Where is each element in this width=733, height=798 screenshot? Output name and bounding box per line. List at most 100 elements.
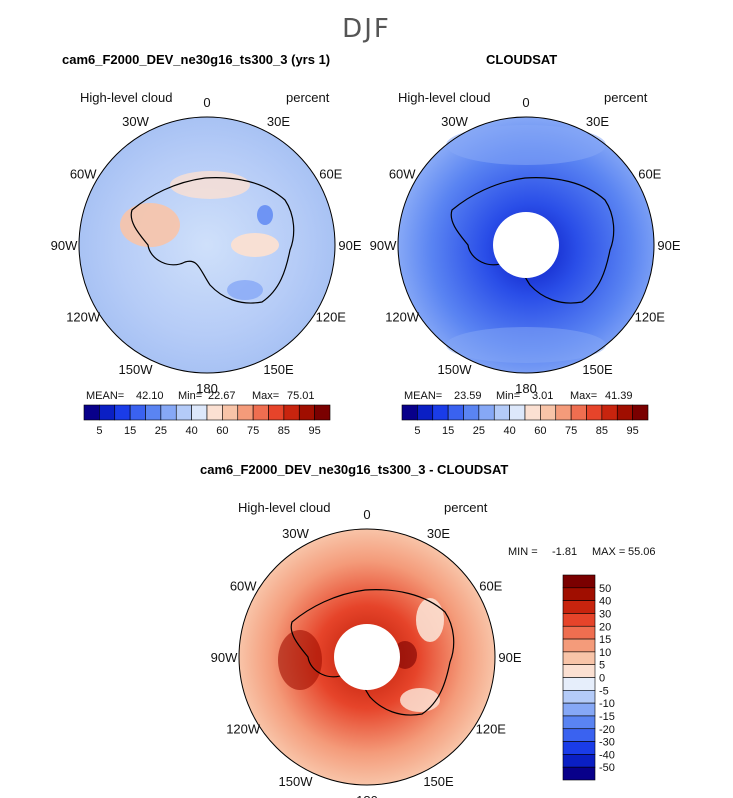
panel-1-lon-label: 120W — [66, 310, 101, 325]
panel-3-hot-patch-west — [278, 630, 322, 690]
panel-3-lon-label: 60W — [230, 579, 257, 594]
panel-2-colorbar-label: 60 — [534, 425, 546, 437]
panel-1-lon-label: 150E — [263, 362, 294, 377]
panel-2-colorbar-cell — [555, 404, 572, 421]
panel-3-colorbar-label: 15 — [599, 634, 611, 646]
panel-1-colorbar-cell — [268, 404, 285, 421]
panel-1-colorbar-cell — [237, 404, 254, 421]
panel-1-mean-label: MEAN= — [86, 390, 125, 402]
panel-1-disc — [79, 117, 335, 373]
panel-3-coastline — [290, 589, 455, 716]
panel-3-colorbar-label: 20 — [599, 621, 611, 633]
panel-3-colorbar-cell — [562, 587, 596, 601]
panel-3-lon-label: 120W — [226, 722, 261, 737]
panel-2-lon-label: 90E — [657, 238, 680, 253]
panel-1-colorbar-label: 60 — [216, 425, 228, 437]
panel-3-colorbar-label: 40 — [599, 596, 611, 608]
panel-2-lon-label: 60W — [389, 167, 416, 182]
panel-1-colorbar-cell — [252, 404, 269, 421]
panel-1-lon-label: 120E — [316, 310, 347, 325]
panel-3-title: cam6_F2000_DEV_ne30g16_ts300_3 - CLOUDSA… — [200, 462, 509, 477]
panel-2-colorbar-cell — [417, 404, 434, 421]
panel-2-colorbar-cell — [463, 404, 480, 421]
panel-1-warm-patch-west — [120, 203, 180, 247]
panel-1-lon-label: 30E — [267, 114, 290, 129]
panel-3-light-patch-ne — [416, 598, 444, 642]
panel-2-light-band-north — [446, 125, 606, 165]
panel-2-lon-label: 90W — [370, 238, 397, 253]
panel-2-lon-label: 150W — [438, 362, 473, 377]
panel-3-lon-label: 30E — [427, 526, 450, 541]
panel-1-colorbar-cell — [206, 404, 223, 421]
panel-2-lon-label: 60E — [638, 167, 661, 182]
panel-2-map — [397, 116, 655, 374]
panel-3-colorbar-cell — [562, 677, 596, 691]
panel-2-colorbar-cell — [570, 404, 587, 421]
panel-2-mean-label: MEAN= — [404, 390, 443, 402]
panel-1-map — [78, 116, 336, 374]
panel-1-lon-label: 90W — [51, 238, 78, 253]
panel-2-colorbar-cell — [509, 404, 526, 421]
panel-1-colorbar-label: 95 — [308, 425, 320, 437]
panel-1-colorbar-cell — [298, 404, 315, 421]
panel-1-colorbar-label: 75 — [247, 425, 259, 437]
panel-3-lon-label: 30W — [282, 526, 309, 541]
panel-1-lon-label: 60W — [70, 167, 97, 182]
panel-3-colorbar-label: -5 — [599, 685, 609, 697]
panel-1-variable-label: High-level cloud — [80, 90, 173, 105]
panel-3-colorbar-label: -20 — [599, 724, 615, 736]
panel-3-lon-label: 90W — [211, 650, 238, 665]
panel-3-colorbar-cell — [562, 600, 596, 614]
panel-2-min-value: 3.01 — [532, 390, 554, 402]
panel-2-colorbar-cell — [586, 404, 603, 421]
panel-3-lon-label: 150W — [279, 774, 314, 789]
panel-3-variable-label: High-level cloud — [238, 500, 331, 515]
panel-3-lon-label: 180 — [356, 793, 378, 798]
panel-1-colorbar-cell — [191, 404, 208, 421]
panel-3-colorbar-cell — [562, 715, 596, 730]
panel-1-colorbar-label: 15 — [124, 425, 136, 437]
panel-2-coastline — [450, 177, 615, 304]
panel-3-min-value: -1.81 — [552, 546, 578, 558]
panel-3-lon-label: 0 — [363, 507, 370, 522]
panel-1-lon-label: 90E — [338, 238, 361, 253]
panel-3-colorbar-label: 50 — [599, 583, 611, 595]
panel-2-colorbar-cell — [478, 404, 495, 421]
panel-1-max-value: 75.01 — [287, 390, 315, 402]
panel-3-rim — [238, 528, 496, 786]
panel-2-colorbar-label: 25 — [473, 425, 485, 437]
panel-2-max-label: Max= — [570, 390, 598, 402]
longitude-labels: 0 30E 60E 90E 120E 150E 180 150W 120W 90W 60W 30W 0 3… — [51, 95, 681, 798]
panel-2-max-value: 41.39 — [605, 390, 633, 402]
panel-2-title: CLOUDSAT — [486, 52, 558, 67]
panel-2-colorbar-label: 40 — [503, 425, 515, 437]
panel-3-max-label: MAX = — [592, 546, 626, 558]
panel-3-colorbar-cell — [562, 690, 596, 704]
panel-1-coastline — [130, 177, 295, 304]
panel-2-colorbar-cell — [401, 404, 418, 421]
panel-3-min-label: MIN = — [508, 546, 538, 558]
panel-2-lon-label: 180 — [515, 381, 537, 396]
panel-3-lon-label: 120E — [476, 722, 507, 737]
panel-3-lon-label: 150E — [423, 774, 454, 789]
panel-2-light-band-south — [446, 327, 606, 363]
panel-1-mean-value: 42.10 — [136, 390, 164, 402]
panel-1-colorbar-cell — [283, 404, 300, 421]
panel-3-no-data-hole — [334, 624, 400, 690]
panel-3-colorbar-label: 5 — [599, 660, 605, 672]
panel-2-min-label: Min= — [496, 390, 521, 402]
panel-2-colorbar-label: 95 — [626, 425, 638, 437]
panel-1-colorbar-cell — [114, 404, 131, 421]
panel-3-max-value: 55.06 — [628, 546, 656, 558]
panel-1-colorbar-cell — [129, 404, 146, 421]
panel-1-colorbar-cell — [99, 404, 116, 421]
panel-3-colorbar-cell — [562, 625, 596, 640]
panel-3-light-patch-se — [400, 688, 440, 712]
panel-1-min-value: 22.67 — [208, 390, 236, 402]
panel-1-title: cam6_F2000_DEV_ne30g16_ts300_3 (yrs 1) — [62, 52, 331, 67]
panel-1-warm-patch-east — [231, 233, 279, 257]
panel-1-colorbar-cell — [314, 404, 331, 421]
panel-3-colorbar-label: -30 — [599, 737, 615, 749]
season-title: DJF — [342, 14, 391, 44]
